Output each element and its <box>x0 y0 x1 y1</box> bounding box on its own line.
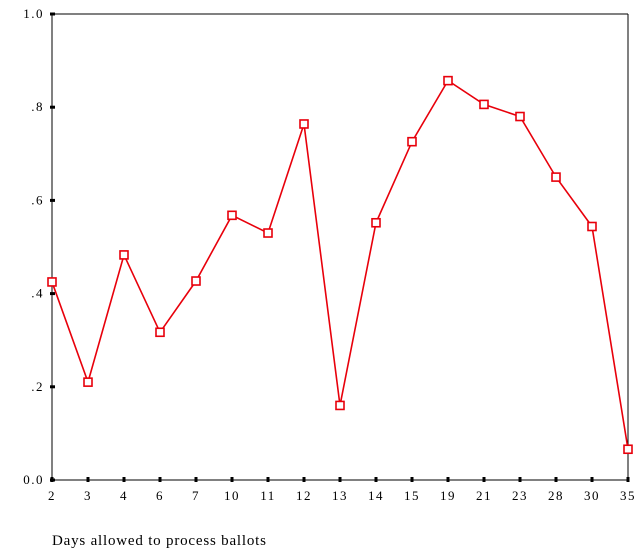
x-tick-label: 10 <box>224 488 240 503</box>
x-tick-label: 23 <box>512 488 528 503</box>
x-tick-label: 14 <box>368 488 384 503</box>
data-point-marker <box>155 327 165 338</box>
x-tick-label: 35 <box>620 488 636 503</box>
plot-frame <box>51 13 629 481</box>
y-tick-label: .6 <box>31 192 44 207</box>
data-point-marker <box>263 228 273 238</box>
data-point-marker <box>443 75 453 86</box>
data-point-marker <box>623 444 633 455</box>
x-tick-label: 12 <box>296 488 312 503</box>
data-point-marker <box>83 377 93 387</box>
x-tick-label: 28 <box>548 488 564 503</box>
y-axis-ticks: 0.0 .2 .4 .6 .8 1.0 <box>23 6 55 487</box>
data-point-marker <box>515 111 525 122</box>
y-tick-label: .8 <box>31 99 44 114</box>
data-point-marker <box>407 136 417 147</box>
x-tick-label: 2 <box>48 488 56 503</box>
y-tick-label: .2 <box>31 379 44 394</box>
x-tick-label: 30 <box>584 488 600 503</box>
data-point-marker <box>479 99 489 110</box>
data-point-marker <box>371 217 381 228</box>
data-series <box>47 75 633 455</box>
x-tick-label: 15 <box>404 488 420 503</box>
series-line <box>51 79 629 450</box>
x-tick-label: 13 <box>332 488 348 503</box>
x-tick-label: 4 <box>120 488 128 503</box>
data-point-marker <box>551 172 561 182</box>
x-axis-title: Days allowed to process ballots <box>52 533 267 549</box>
y-tick-label: 0.0 <box>23 472 44 487</box>
data-point-marker <box>47 277 57 287</box>
data-point-marker <box>191 276 201 286</box>
x-axis-ticks: 2 3 4 6 7 10 11 12 13 14 15 19 21 23 28 30 35 <box>48 477 636 503</box>
data-point-marker <box>587 221 597 232</box>
x-tick-label: 21 <box>476 488 492 503</box>
data-point-marker <box>227 210 237 221</box>
x-tick-label: 7 <box>192 488 200 503</box>
x-tick-label: 6 <box>156 488 164 503</box>
x-tick-label: 11 <box>260 488 276 503</box>
x-tick-label: 3 <box>84 488 92 503</box>
y-tick-label: 1.0 <box>23 6 44 21</box>
x-tick-label: 19 <box>440 488 456 503</box>
data-point-marker <box>335 400 345 411</box>
data-point-marker <box>119 250 129 260</box>
y-tick-label: .4 <box>31 286 44 301</box>
data-point-marker <box>299 119 309 129</box>
